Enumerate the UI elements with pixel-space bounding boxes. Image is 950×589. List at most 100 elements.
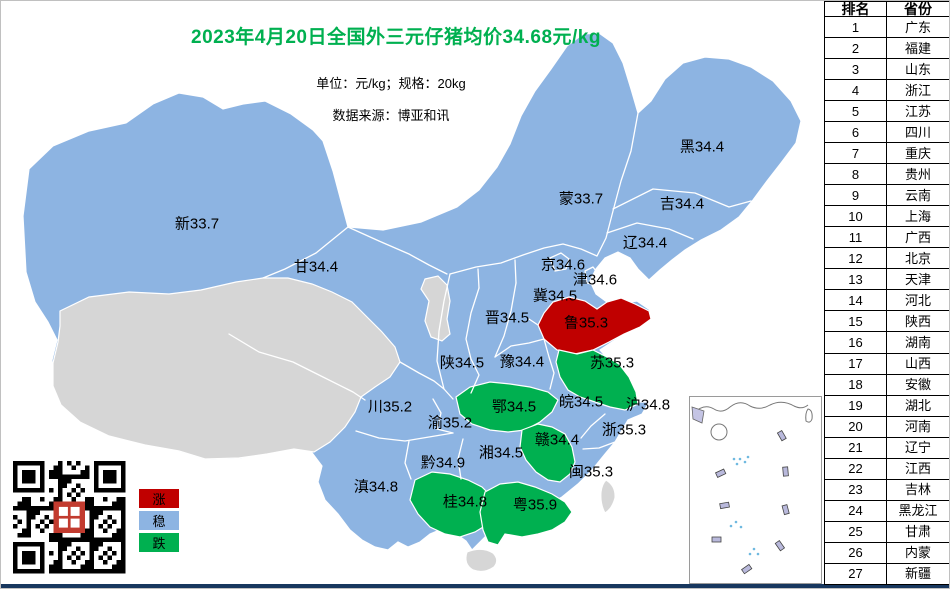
table-row: 5 江苏 — [824, 100, 949, 123]
province-cell: 浙江 — [886, 79, 949, 102]
rank-cell: 26 — [824, 541, 887, 564]
rank-cell: 18 — [824, 373, 887, 396]
province-cell: 四川 — [886, 121, 949, 144]
province-cell: 江苏 — [886, 100, 949, 123]
province-cell: 河北 — [886, 289, 949, 312]
table-row: 22 江西 — [824, 457, 949, 480]
bottom-accent-bar — [1, 584, 949, 588]
rank-cell: 6 — [824, 121, 887, 144]
province-label-guangdong: 粤35.9 — [512, 496, 558, 514]
rank-cell: 5 — [824, 100, 887, 123]
province-cell: 内蒙 — [886, 541, 949, 564]
province-label-jiangxi: 赣34.4 — [534, 431, 580, 449]
province-cell: 安徽 — [886, 373, 949, 396]
province-cell: 江西 — [886, 457, 949, 480]
province-label-guangxi: 桂34.8 — [442, 493, 488, 511]
province-label-tianjin: 津34.6 — [572, 271, 618, 289]
table-row: 26 内蒙 — [824, 541, 949, 564]
rank-cell: 9 — [824, 184, 887, 207]
province-label-shaanxi: 陕34.5 — [439, 354, 485, 372]
rank-cell: 12 — [824, 247, 887, 270]
rank-cell: 15 — [824, 310, 887, 333]
province-label-heilongjiang: 黑34.4 — [679, 138, 725, 156]
rank-cell: 16 — [824, 331, 887, 354]
province-cell: 贵州 — [886, 163, 949, 186]
table-header-row: 排名 省份 — [824, 1, 949, 17]
province-cell: 福建 — [886, 37, 949, 60]
col-header-rank: 排名 — [824, 1, 887, 17]
province-label-zhejiang: 浙35.3 — [601, 421, 647, 439]
province-cell: 甘肃 — [886, 520, 949, 543]
province-label-fujian: 闽35.3 — [568, 463, 614, 481]
province-cell: 湖南 — [886, 331, 949, 354]
legend-item-rise: 涨 — [139, 489, 179, 508]
province-label-hebei: 冀34.5 — [532, 287, 578, 305]
province-label-jiangsu: 苏35.3 — [589, 354, 635, 372]
table-row: 1 广东 — [824, 15, 949, 39]
province-borders — [262, 112, 752, 480]
province-cell: 广东 — [886, 15, 949, 39]
province-label-liaoning: 辽34.4 — [622, 234, 668, 252]
province-label-sichuan: 川35.2 — [367, 398, 413, 416]
province-cell: 山东 — [886, 58, 949, 81]
legend-item-stable: 稳 — [139, 511, 179, 530]
rank-cell: 14 — [824, 289, 887, 312]
rank-cell: 13 — [824, 268, 887, 291]
table-row: 24 黑龙江 — [824, 499, 949, 522]
legend: 涨稳跌 — [139, 489, 179, 555]
rank-cell: 17 — [824, 352, 887, 375]
rank-cell: 11 — [824, 226, 887, 249]
province-label-yunnan: 滇34.8 — [353, 478, 399, 496]
rank-cell: 10 — [824, 205, 887, 228]
page-title: 2023年4月20日全国外三元仔猪均价34.68元/kg — [191, 27, 601, 48]
rank-cell: 24 — [824, 499, 887, 522]
rank-cell: 3 — [824, 58, 887, 81]
south-china-sea-inset — [689, 396, 822, 584]
inset-coastline — [693, 401, 809, 414]
province-jiangxi — [519, 423, 576, 483]
inset-islands-dots — [729, 455, 760, 556]
province-cell: 陕西 — [886, 310, 949, 333]
province-label-shanxi: 晋34.5 — [484, 309, 530, 327]
province-label-neimeng: 蒙33.7 — [558, 190, 604, 208]
table-row: 18 安徽 — [824, 373, 949, 396]
china-map — [22, 32, 802, 573]
province-jiangsu — [555, 349, 639, 411]
province-cell: 广西 — [886, 226, 949, 249]
province-tibet-qinghai — [52, 277, 401, 460]
province-label-hunan: 湘34.5 — [478, 444, 524, 462]
rank-cell: 4 — [824, 79, 887, 102]
table-row: 27 新疆 — [824, 562, 949, 586]
ranking-table: 排名 省份 1 广东 2 福建 3 山东 4 浙江 5 江苏 6 四川 7 重庆 8 贵州 9 云南 10 上海 11 广… — [824, 1, 949, 586]
border-tibet-qinghai — [228, 333, 366, 401]
table-row: 11 广西 — [824, 226, 949, 249]
province-shandong — [537, 296, 652, 355]
table-row: 13 天津 — [824, 268, 949, 291]
table-row: 25 甘肃 — [824, 520, 949, 543]
province-cell: 山西 — [886, 352, 949, 375]
province-label-henan: 豫34.4 — [499, 353, 545, 371]
island-hainan — [465, 548, 498, 573]
inset-dash-line — [711, 429, 790, 575]
province-cell: 重庆 — [886, 142, 949, 165]
province-guangdong — [479, 481, 573, 546]
table-row: 12 北京 — [824, 247, 949, 270]
table-row: 2 福建 — [824, 37, 949, 60]
data-source-label: 数据来源：博亚和讯 — [332, 108, 450, 123]
rank-cell: 21 — [824, 436, 887, 459]
province-label-anhui: 皖34.5 — [558, 393, 604, 411]
rank-cell: 2 — [824, 37, 887, 60]
table-row: 14 河北 — [824, 289, 949, 312]
province-cell: 云南 — [886, 184, 949, 207]
province-cell: 天津 — [886, 268, 949, 291]
unit-spec-label: 单位：元/kg；规格：20kg — [316, 76, 466, 91]
qr-code — [13, 461, 126, 574]
table-row: 20 河南 — [824, 415, 949, 438]
province-label-beijing: 京34.6 — [540, 256, 586, 274]
inset-vietnam-coast — [691, 406, 705, 424]
province-label-chongqing: 渝35.2 — [427, 414, 473, 432]
legend-item-fall: 跌 — [139, 533, 179, 552]
province-label-shanghai: 沪34.8 — [625, 396, 671, 414]
table-row: 15 陕西 — [824, 310, 949, 333]
table-row: 19 湖北 — [824, 394, 949, 417]
